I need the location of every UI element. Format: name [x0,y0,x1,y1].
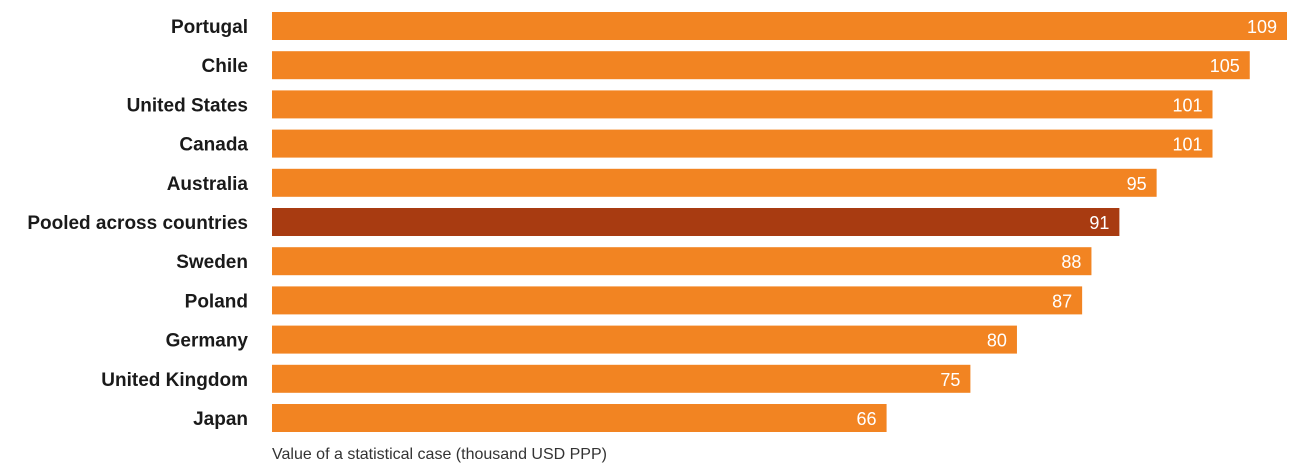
category-label: Australia [167,174,249,195]
value-label: 87 [1052,291,1072,311]
category-label: United Kingdom [101,370,248,391]
value-label: 66 [857,409,877,429]
value-label: 101 [1172,95,1202,115]
value-label: 105 [1210,56,1240,76]
bar-japan [272,404,887,432]
bar-united-states [272,90,1213,119]
value-label: 95 [1127,174,1147,194]
x-axis-label: Value of a statistical case (thousand US… [272,446,607,463]
bar-canada [272,129,1213,158]
bars-group: Portugal 109 Chile 105 United States 101 Canad… [27,12,1287,432]
bar-pooled-across-countries [272,208,1120,236]
category-label: Poland [185,291,248,312]
value-label: 88 [1061,252,1081,272]
category-label: Sweden [176,252,248,273]
value-label: 101 [1172,135,1202,155]
bar-poland [272,286,1083,315]
category-label: Japan [193,409,248,430]
bar-united-kingdom [272,364,971,393]
category-label: Portugal [171,17,248,38]
category-label: Canada [179,135,248,156]
bar-germany [272,325,1017,354]
bar-australia [272,168,1157,197]
value-label: 91 [1089,213,1109,233]
bar-sweden [272,247,1092,276]
value-label: 109 [1247,17,1277,37]
value-label: 80 [987,331,1007,351]
bar-chile [272,51,1250,80]
category-label: Germany [166,331,249,352]
category-label: Chile [202,56,248,77]
category-label: United States [127,95,248,116]
category-label: Pooled across countries [27,213,248,234]
bar-portugal [272,12,1287,40]
value-label: 75 [940,370,960,390]
